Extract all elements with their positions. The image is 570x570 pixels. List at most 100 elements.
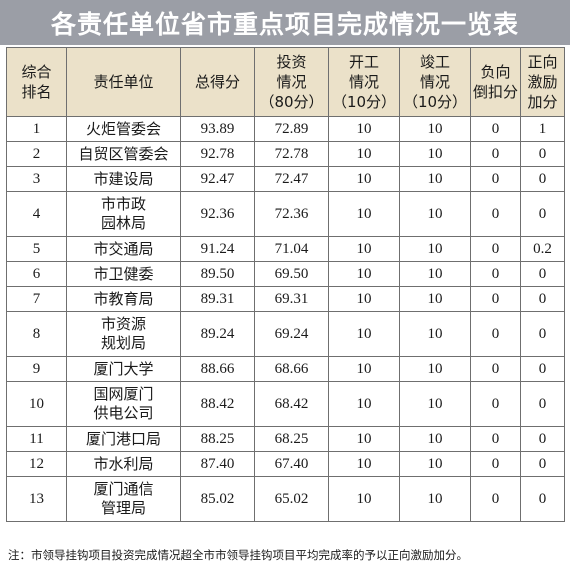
cell-unit: 市资源 规划局 (66, 311, 181, 357)
table-row: 1 火炬管委会 93.89 72.89 10 10 0 1 (6, 116, 565, 142)
cell-complete: 10 (399, 311, 471, 357)
cell-complete: 10 (399, 476, 471, 522)
cell-complete: 10 (399, 116, 471, 142)
cell-start: 10 (328, 476, 400, 522)
cell-start: 10 (328, 191, 400, 237)
header-unit: 责任单位 (66, 47, 181, 117)
cell-start: 10 (328, 451, 400, 477)
cell-unit: 市交通局 (66, 236, 181, 262)
table-row: 8 市资源 规划局 89.24 69.24 10 10 0 0 (6, 311, 565, 357)
cell-total: 92.47 (180, 166, 255, 192)
cell-start: 10 (328, 236, 400, 262)
cell-bonus: 0.2 (520, 236, 565, 262)
cell-total: 88.25 (180, 426, 255, 452)
cell-start: 10 (328, 311, 400, 357)
cell-rank: 9 (6, 356, 67, 382)
cell-bonus: 1 (520, 116, 565, 142)
cell-invest: 69.24 (254, 311, 329, 357)
header-bonus: 正向 激励 加分 (520, 47, 565, 117)
cell-start: 10 (328, 356, 400, 382)
cell-rank: 1 (6, 116, 67, 142)
cell-bonus: 0 (520, 191, 565, 237)
header-complete: 竣工 情况 （10分） (399, 47, 471, 117)
cell-total: 88.66 (180, 356, 255, 382)
cell-penalty: 0 (470, 426, 521, 452)
table-row: 12 市水利局 87.40 67.40 10 10 0 0 (6, 451, 565, 477)
cell-invest: 68.42 (254, 381, 329, 427)
header-rank: 综合 排名 (6, 47, 67, 117)
cell-penalty: 0 (470, 311, 521, 357)
table-row: 13 厦门通信 管理局 85.02 65.02 10 10 0 0 (6, 476, 565, 522)
cell-penalty: 0 (470, 356, 521, 382)
cell-total: 85.02 (180, 476, 255, 522)
cell-penalty: 0 (470, 381, 521, 427)
cell-bonus: 0 (520, 261, 565, 287)
header-total: 总得分 (180, 47, 255, 117)
cell-start: 10 (328, 116, 400, 142)
cell-bonus: 0 (520, 286, 565, 312)
cell-penalty: 0 (470, 286, 521, 312)
footnote: 注：市领导挂钩项目投资完成情况超全市市领导挂钩项目平均完成率的予以正向激励加分。 (8, 548, 468, 562)
table-title: 各责任单位省市重点项目完成情况一览表 (0, 0, 570, 45)
cell-rank: 10 (6, 381, 67, 427)
cell-total: 87.40 (180, 451, 255, 477)
header-invest: 投资 情况 （80分） (254, 47, 329, 117)
cell-total: 91.24 (180, 236, 255, 262)
table-row: 9 厦门大学 88.66 68.66 10 10 0 0 (6, 356, 565, 382)
ranking-table: 综合 排名 责任单位 总得分 投资 情况 （80分） 开工 情况 （10分） 竣工 情况 （1… (6, 47, 565, 522)
cell-complete: 10 (399, 141, 471, 167)
cell-invest: 67.40 (254, 451, 329, 477)
cell-start: 10 (328, 426, 400, 452)
cell-invest: 65.02 (254, 476, 329, 522)
cell-rank: 13 (6, 476, 67, 522)
cell-bonus: 0 (520, 476, 565, 522)
cell-complete: 10 (399, 166, 471, 192)
cell-total: 88.42 (180, 381, 255, 427)
cell-start: 10 (328, 381, 400, 427)
cell-unit: 国网厦门 供电公司 (66, 381, 181, 427)
cell-unit: 自贸区管委会 (66, 141, 181, 167)
cell-complete: 10 (399, 236, 471, 262)
cell-invest: 69.31 (254, 286, 329, 312)
cell-total: 92.78 (180, 141, 255, 167)
cell-rank: 3 (6, 166, 67, 192)
cell-rank: 2 (6, 141, 67, 167)
cell-invest: 72.36 (254, 191, 329, 237)
cell-rank: 7 (6, 286, 67, 312)
cell-complete: 10 (399, 286, 471, 312)
table-row: 3 市建设局 92.47 72.47 10 10 0 0 (6, 166, 565, 192)
cell-total: 89.50 (180, 261, 255, 287)
cell-start: 10 (328, 261, 400, 287)
cell-unit: 火炬管委会 (66, 116, 181, 142)
cell-rank: 12 (6, 451, 67, 477)
cell-complete: 10 (399, 451, 471, 477)
cell-total: 92.36 (180, 191, 255, 237)
cell-start: 10 (328, 141, 400, 167)
cell-total: 89.31 (180, 286, 255, 312)
cell-start: 10 (328, 166, 400, 192)
cell-bonus: 0 (520, 381, 565, 427)
cell-invest: 68.25 (254, 426, 329, 452)
cell-penalty: 0 (470, 141, 521, 167)
cell-unit: 市卫健委 (66, 261, 181, 287)
table-row: 11 厦门港口局 88.25 68.25 10 10 0 0 (6, 426, 565, 452)
cell-bonus: 0 (520, 311, 565, 357)
cell-complete: 10 (399, 426, 471, 452)
table-row: 5 市交通局 91.24 71.04 10 10 0 0.2 (6, 236, 565, 262)
cell-unit: 市水利局 (66, 451, 181, 477)
cell-penalty: 0 (470, 236, 521, 262)
cell-invest: 72.47 (254, 166, 329, 192)
table-row: 7 市教育局 89.31 69.31 10 10 0 0 (6, 286, 565, 312)
cell-rank: 5 (6, 236, 67, 262)
cell-unit: 市教育局 (66, 286, 181, 312)
cell-complete: 10 (399, 191, 471, 237)
cell-bonus: 0 (520, 141, 565, 167)
header-penalty: 负向 倒扣分 (470, 47, 521, 117)
cell-unit: 厦门港口局 (66, 426, 181, 452)
cell-bonus: 0 (520, 356, 565, 382)
header-row: 综合 排名 责任单位 总得分 投资 情况 （80分） 开工 情况 （10分） 竣工 情况 （1… (6, 47, 565, 117)
cell-bonus: 0 (520, 451, 565, 477)
table-row: 2 自贸区管委会 92.78 72.78 10 10 0 0 (6, 141, 565, 167)
cell-penalty: 0 (470, 191, 521, 237)
